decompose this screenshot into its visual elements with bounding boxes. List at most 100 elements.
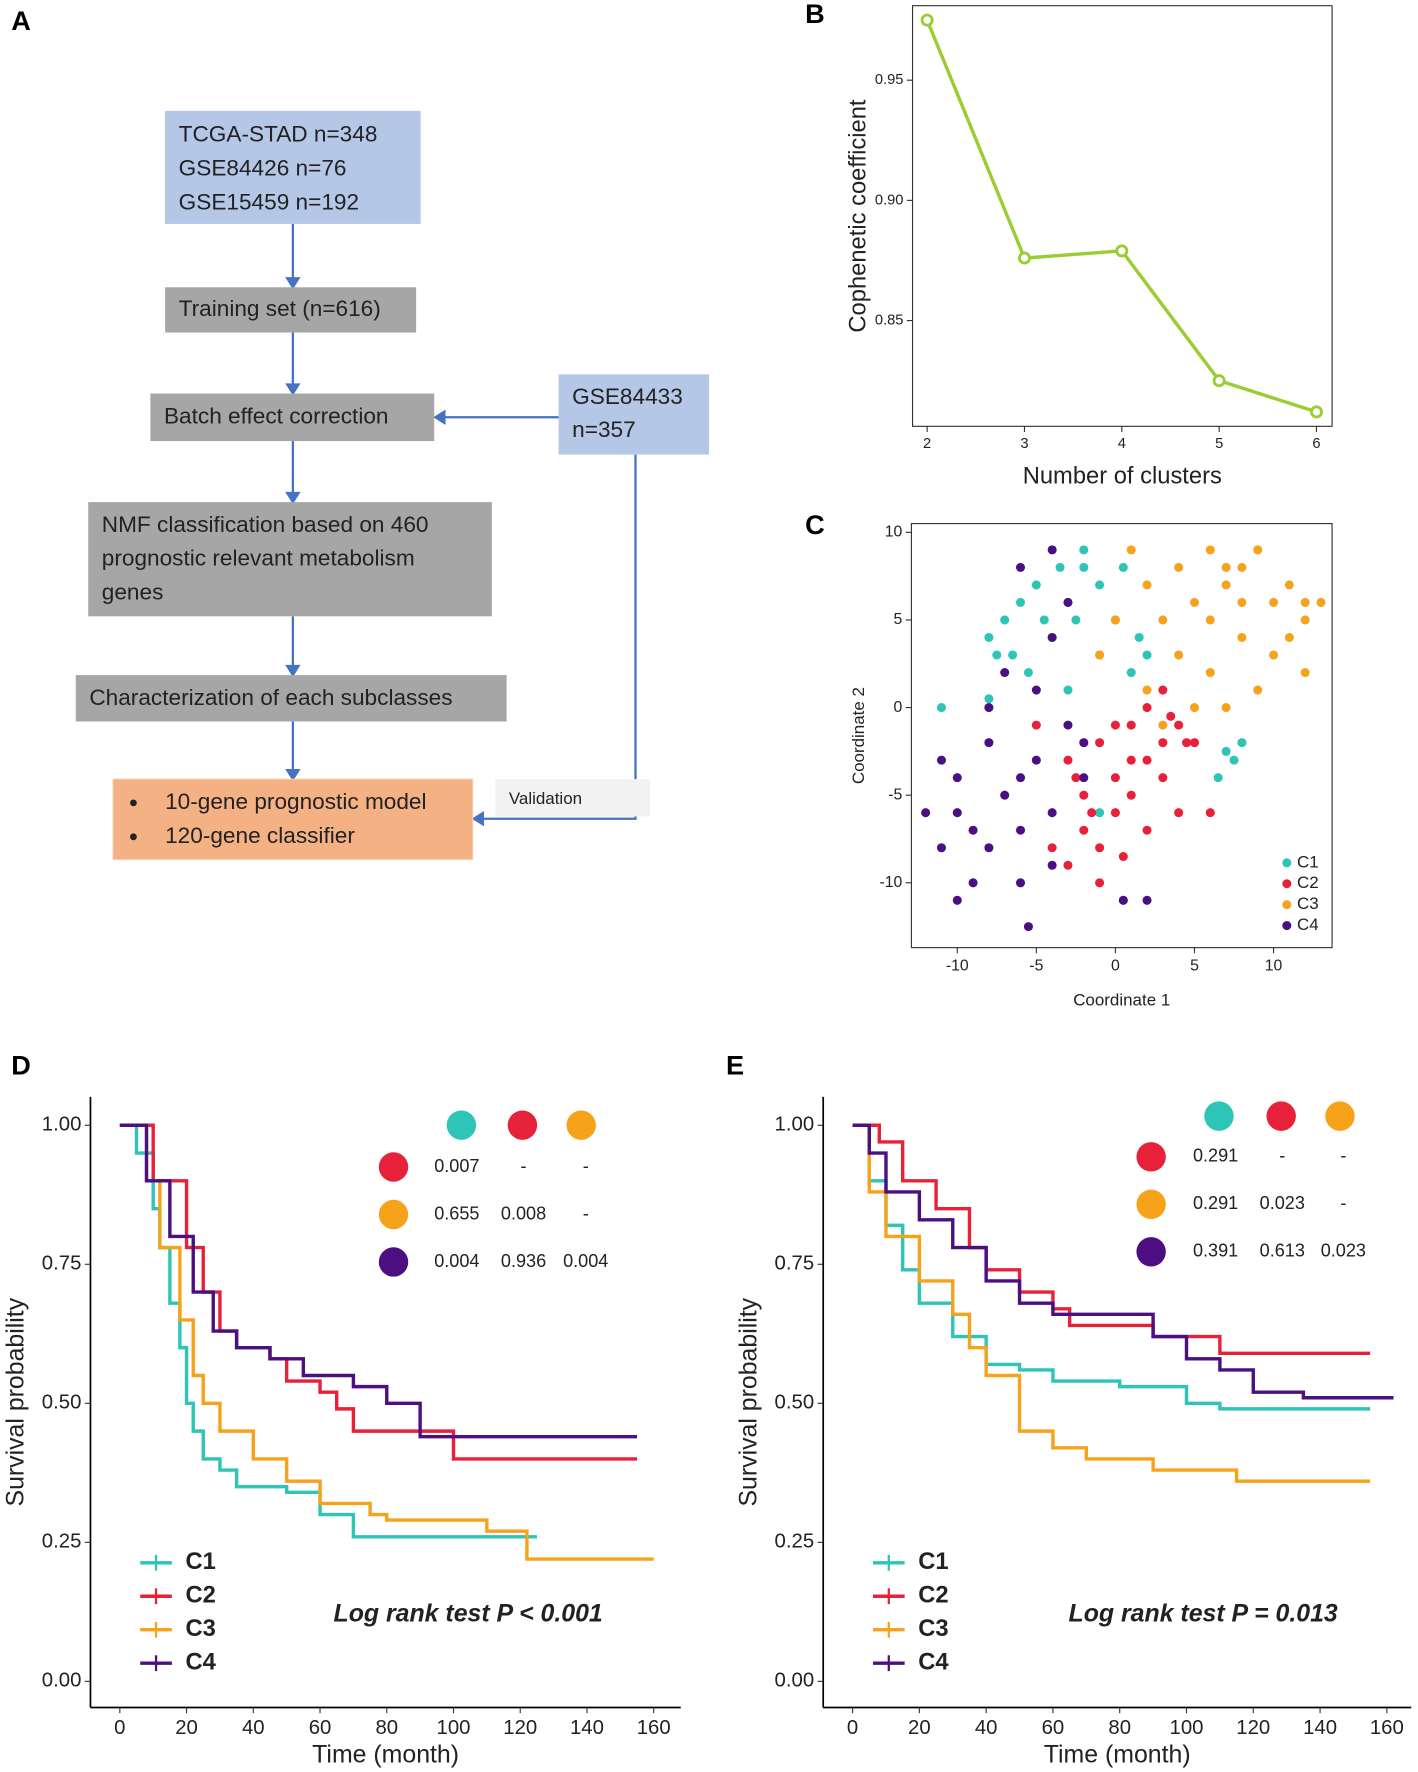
point bbox=[1182, 738, 1192, 748]
point bbox=[1023, 922, 1033, 932]
plot-frame bbox=[910, 523, 1333, 949]
legend-swatch bbox=[1282, 921, 1292, 931]
annotation: Log rank test P < 0.001 bbox=[334, 1599, 603, 1627]
legend-label: C2 bbox=[918, 1583, 948, 1609]
x-tick-label: 160 bbox=[637, 1717, 671, 1739]
table-cell: - bbox=[1340, 1193, 1346, 1213]
x-tick-label: 10 bbox=[1265, 957, 1283, 974]
x-tick-label: 4 bbox=[1118, 436, 1126, 452]
point bbox=[1205, 615, 1215, 625]
x-tick-label: 0 bbox=[847, 1717, 858, 1739]
table-cell: 0.008 bbox=[501, 1203, 546, 1223]
box-text: Batch effect correction bbox=[164, 403, 389, 428]
point bbox=[1158, 720, 1168, 730]
table-header-swatch bbox=[1266, 1101, 1296, 1131]
y-tick-label: 0.90 bbox=[875, 192, 904, 208]
y-axis-label: Cophenetic coefficient bbox=[846, 99, 872, 333]
y-axis-label: Survival probability bbox=[2, 1297, 30, 1506]
x-axis-label: Coordinate 1 bbox=[1073, 990, 1170, 1009]
point bbox=[1221, 562, 1231, 572]
x-tick-label: 100 bbox=[437, 1717, 471, 1739]
point bbox=[1212, 374, 1226, 388]
point bbox=[1309, 405, 1323, 419]
point bbox=[1031, 580, 1041, 590]
legend-swatch bbox=[1282, 879, 1292, 889]
y-tick-label: 0.00 bbox=[775, 1670, 815, 1692]
x-tick-label: 80 bbox=[375, 1717, 398, 1739]
table-row-swatch bbox=[378, 1152, 409, 1182]
table-cell: 0.004 bbox=[563, 1251, 608, 1271]
x-tick-label: 100 bbox=[1170, 1717, 1204, 1739]
y-tick-label: -10 bbox=[879, 874, 902, 891]
table-row-swatch bbox=[1136, 1237, 1166, 1267]
x-axis-label: Time (month) bbox=[312, 1741, 459, 1769]
point bbox=[1174, 650, 1184, 660]
legend-label: C3 bbox=[1297, 894, 1319, 913]
x-tick-label: 2 bbox=[923, 436, 931, 452]
box-text: 120-gene classifier bbox=[165, 823, 355, 848]
legend-label: C3 bbox=[918, 1616, 948, 1642]
point bbox=[1079, 790, 1089, 800]
point bbox=[1174, 720, 1184, 730]
point bbox=[1063, 860, 1073, 870]
point bbox=[1095, 738, 1105, 748]
survival-curve bbox=[119, 1123, 537, 1539]
survival-curve bbox=[119, 1123, 638, 1439]
point bbox=[1158, 685, 1168, 695]
box bbox=[75, 675, 507, 722]
point bbox=[1189, 703, 1200, 713]
y-axis-label: Coordinate 2 bbox=[849, 687, 868, 784]
point bbox=[921, 808, 931, 818]
y-tick-label: 0.50 bbox=[42, 1392, 82, 1414]
point bbox=[1079, 562, 1089, 572]
point bbox=[1063, 685, 1073, 695]
point bbox=[1000, 668, 1010, 678]
point bbox=[1300, 597, 1310, 607]
point bbox=[1023, 668, 1033, 678]
x-tick-label: -5 bbox=[1029, 957, 1043, 974]
table-cell: 0.291 bbox=[1193, 1193, 1238, 1213]
table-cell: 0.936 bbox=[501, 1251, 546, 1271]
box-text: TCGA-STAD n=348 bbox=[179, 122, 378, 147]
point bbox=[1095, 878, 1105, 888]
x-tick-label: 60 bbox=[1042, 1717, 1065, 1739]
point bbox=[1126, 790, 1136, 800]
x-tick-label: 6 bbox=[1312, 436, 1320, 452]
point bbox=[1016, 597, 1026, 607]
chart: C -10 -5 0 5 10 -10 -5 0 5 10 Coordinate 1 Coordinat… bbox=[805, 509, 1333, 1009]
x-tick-label: 0 bbox=[114, 1717, 125, 1739]
point bbox=[1142, 755, 1152, 765]
point bbox=[1000, 615, 1010, 625]
point bbox=[1284, 632, 1294, 643]
table-header-swatch bbox=[446, 1110, 477, 1140]
table-cell: - bbox=[521, 1156, 527, 1176]
x-tick-label: 0 bbox=[1111, 957, 1120, 974]
legend-label: C4 bbox=[1297, 915, 1319, 934]
legend-label: C1 bbox=[185, 1549, 215, 1575]
point bbox=[1237, 632, 1247, 643]
point bbox=[1118, 562, 1128, 572]
panel-label: E bbox=[726, 1050, 744, 1081]
point bbox=[1229, 755, 1239, 765]
box-text: Training set (n=616) bbox=[179, 296, 381, 321]
legend-label: C1 bbox=[918, 1549, 948, 1575]
point bbox=[1079, 825, 1089, 835]
table-cell: 0.023 bbox=[1260, 1193, 1305, 1213]
legend-label: C4 bbox=[185, 1649, 216, 1675]
y-tick-label: 0 bbox=[894, 699, 903, 716]
point bbox=[1189, 738, 1200, 748]
point bbox=[1071, 773, 1081, 783]
point bbox=[952, 895, 962, 905]
chart: D 0 20 40 60 80 100 120 140 160 0.00 0.25 0.50 0.75 1.… bbox=[2, 1050, 681, 1769]
table-header-swatch bbox=[1325, 1101, 1355, 1131]
point bbox=[1126, 755, 1136, 765]
table-row-swatch bbox=[378, 1199, 409, 1230]
table-cell: 0.655 bbox=[434, 1203, 479, 1223]
point bbox=[1118, 895, 1128, 905]
point bbox=[1118, 851, 1128, 862]
point bbox=[1047, 860, 1057, 870]
legend-label: C2 bbox=[185, 1583, 215, 1609]
x-tick-label: 120 bbox=[1236, 1717, 1270, 1739]
edge-label-box bbox=[495, 779, 651, 817]
x-tick-label: 5 bbox=[1190, 957, 1199, 974]
